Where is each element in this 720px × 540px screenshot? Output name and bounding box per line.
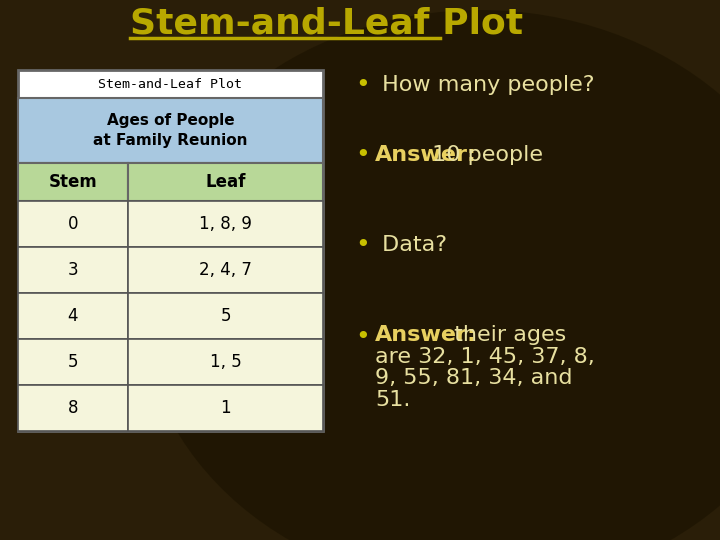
Text: •: • (355, 233, 370, 257)
Text: 1, 5: 1, 5 (210, 353, 241, 371)
FancyBboxPatch shape (18, 98, 323, 163)
Text: •: • (355, 143, 370, 167)
Text: 3: 3 (68, 261, 78, 279)
Text: Answer:: Answer: (375, 325, 477, 345)
Text: Leaf: Leaf (205, 173, 246, 191)
FancyBboxPatch shape (18, 70, 323, 431)
Text: •: • (355, 73, 370, 97)
Text: 5: 5 (220, 307, 230, 325)
Text: 4: 4 (68, 307, 78, 325)
Text: Stem-and-Leaf Plot: Stem-and-Leaf Plot (130, 7, 523, 41)
Text: How many people?: How many people? (375, 75, 595, 95)
FancyBboxPatch shape (18, 385, 128, 431)
FancyBboxPatch shape (128, 293, 323, 339)
Text: Ages of People
at Family Reunion: Ages of People at Family Reunion (94, 112, 248, 148)
Text: 2, 4, 7: 2, 4, 7 (199, 261, 252, 279)
Text: their ages: their ages (447, 325, 566, 345)
FancyBboxPatch shape (18, 201, 128, 247)
FancyBboxPatch shape (128, 339, 323, 385)
FancyBboxPatch shape (18, 293, 128, 339)
Text: 1, 8, 9: 1, 8, 9 (199, 215, 252, 233)
Text: Stem: Stem (49, 173, 97, 191)
Text: are 32, 1, 45, 37, 8,: are 32, 1, 45, 37, 8, (375, 347, 595, 367)
Text: Answer:: Answer: (375, 145, 477, 165)
Text: 10 people: 10 people (425, 145, 543, 165)
Text: 0: 0 (68, 215, 78, 233)
Text: Data?: Data? (375, 235, 447, 255)
Text: 8: 8 (68, 399, 78, 417)
Text: 5: 5 (68, 353, 78, 371)
Ellipse shape (140, 10, 720, 540)
FancyBboxPatch shape (18, 339, 128, 385)
FancyBboxPatch shape (18, 247, 128, 293)
FancyBboxPatch shape (128, 201, 323, 247)
Text: 51.: 51. (375, 390, 410, 410)
Text: 1: 1 (220, 399, 231, 417)
FancyBboxPatch shape (18, 163, 128, 201)
FancyBboxPatch shape (128, 385, 323, 431)
FancyBboxPatch shape (128, 247, 323, 293)
Text: Stem-and-Leaf Plot: Stem-and-Leaf Plot (99, 78, 243, 91)
FancyBboxPatch shape (128, 163, 323, 201)
Text: •: • (355, 325, 370, 349)
Text: 9, 55, 81, 34, and: 9, 55, 81, 34, and (375, 368, 572, 388)
